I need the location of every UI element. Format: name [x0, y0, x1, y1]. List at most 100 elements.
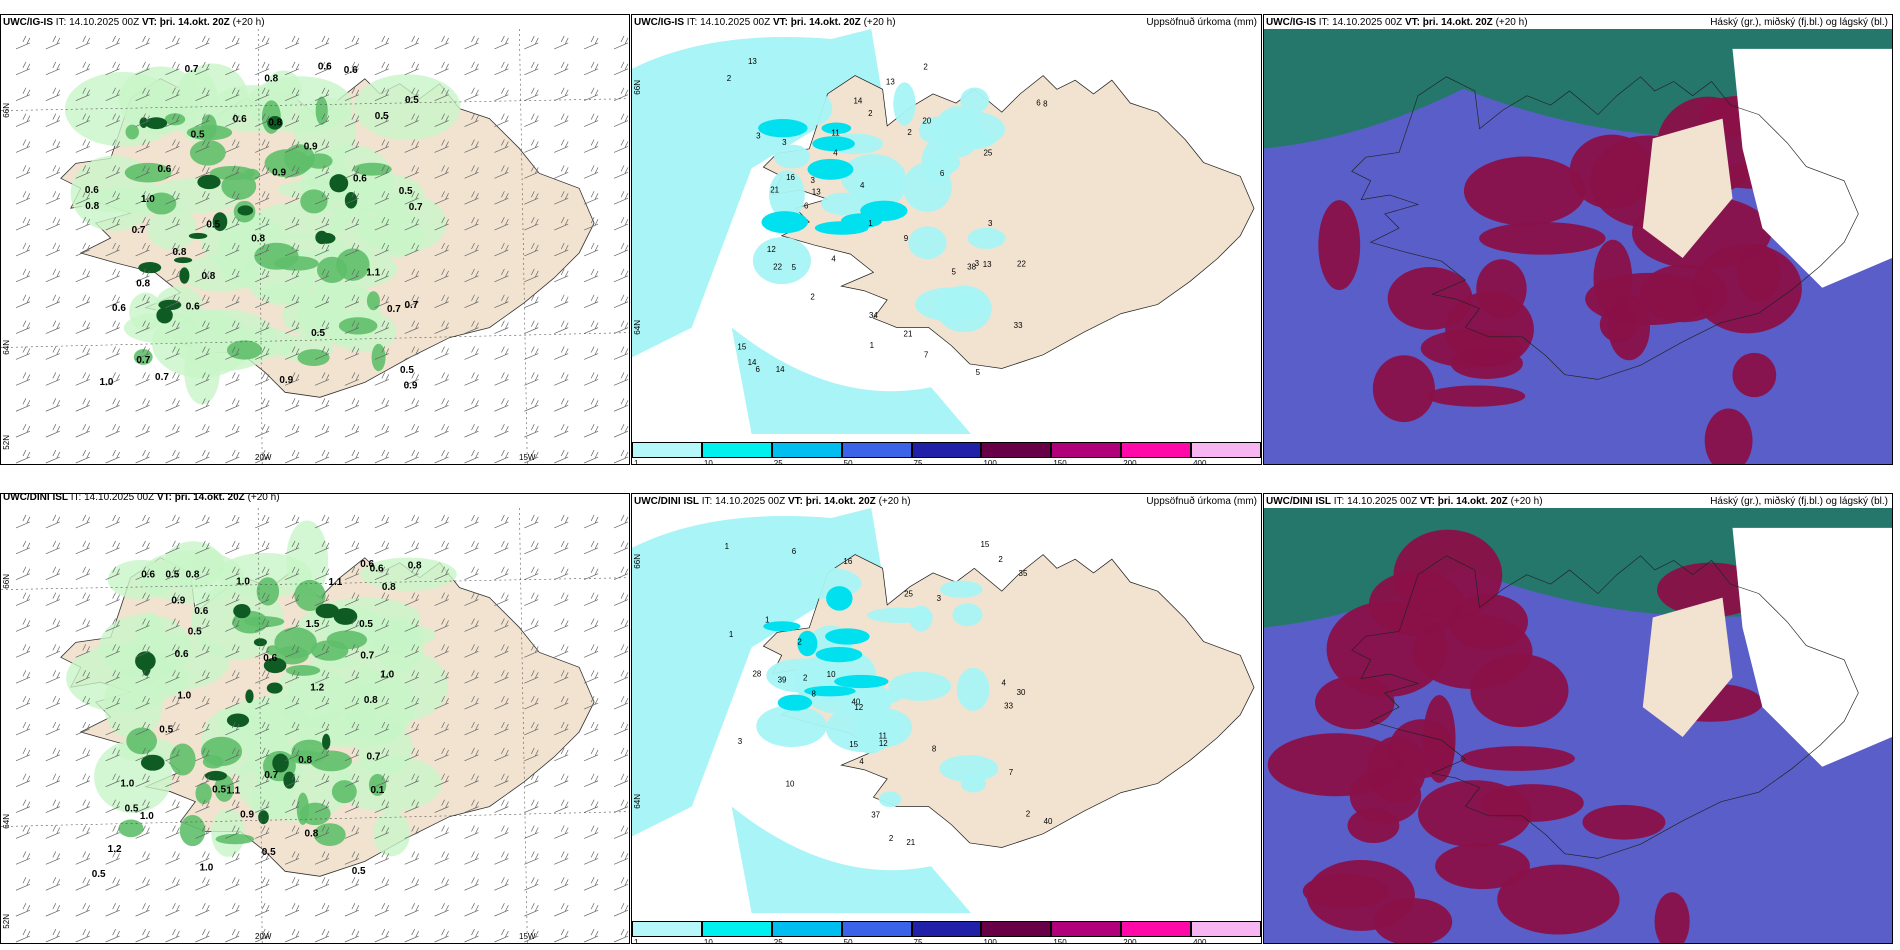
accum-value-label: 7: [1009, 768, 1014, 777]
precip-value-label: 0.6: [360, 559, 374, 570]
colorbar-tick-label: 10: [703, 938, 713, 944]
panel-variable-title: Háský (gr.), miðský (fj.bl.) og lágský (…: [1710, 496, 1888, 507]
precip-value-label: 0.5: [375, 111, 389, 122]
precip-value-label: 0.5: [352, 866, 366, 877]
panel-title: UWC/IG-IS IT: 14.10.2025 00Z VT: þri. 14…: [1266, 17, 1528, 28]
precip-value-label: 0.9: [304, 142, 318, 153]
colorbar-tick-label: 200: [1123, 459, 1137, 465]
colorbar-tick-label: 10: [703, 459, 713, 465]
colorbar-swatch: [1051, 921, 1122, 937]
accum-value-label: 7: [924, 351, 929, 360]
precip-value-label: 0.6: [318, 62, 332, 73]
precip-value-label: 1.0: [100, 377, 114, 388]
colorbar-tick-label: 400: [1193, 459, 1207, 465]
accum-value-label: 3: [782, 138, 787, 147]
precip-value-label: 0.6: [175, 649, 189, 660]
precip-value-label: 1.0: [141, 194, 155, 205]
colorbar-swatch: [771, 442, 842, 458]
accum-precip-map: 2 2 4 1 2 16 25 15 28 33 40 35 15 40 39 37 30 10 12 11 10 21 3…: [632, 508, 1261, 913]
precip-value-label: 1.0: [380, 670, 394, 681]
precip-value-label: 0.5: [92, 869, 106, 880]
accum-value-label: 4: [831, 254, 836, 263]
clouds-map: [1264, 508, 1892, 943]
colorbar-tick-label: 1: [634, 459, 639, 465]
precip-value-label: 0.8: [264, 74, 278, 85]
panel-variable-title: Uppsöfnuð úrkoma (mm): [1146, 496, 1257, 507]
precip-value-label: 0.8: [364, 695, 378, 706]
precip-value-label: 0.8: [85, 201, 99, 212]
precip-value-label: 0.5: [212, 784, 226, 795]
panel-title: UWC/IG-IS IT: 14.10.2025 00Z VT: þri. 14…: [634, 17, 896, 28]
precip-value-label: 1.0: [177, 690, 191, 701]
colorbar-swatch: [981, 921, 1052, 937]
accum-value-label: 5: [792, 263, 797, 272]
precip-value-label: 0.8: [298, 755, 312, 766]
accum-value-label: 35: [1019, 569, 1028, 578]
accum-value-label: 5: [952, 267, 957, 276]
colorbar-swatch: [1121, 921, 1192, 937]
accum-value-label: 28: [752, 670, 761, 679]
precip-value-label: 0.7: [360, 651, 374, 662]
accum-value-label: 14: [776, 365, 785, 374]
precip-value-label: 0.8: [136, 278, 150, 289]
accum-value-label: 2: [727, 74, 732, 83]
iceland-coastline: [1351, 76, 1859, 380]
accum-value-label: 13: [983, 260, 992, 269]
accum-value-label: 1: [765, 615, 770, 624]
precip-value-label: 0.8: [201, 271, 215, 282]
precip-value-label: 0.6: [194, 606, 208, 617]
precip-value-label: 0.6: [370, 563, 384, 574]
panel-title: UWC/IG-IS IT: 14.10.2025 00Z VT: þri. 14…: [3, 17, 265, 28]
accum-value-label: 2: [1026, 810, 1031, 819]
precip-value-label: 0.5: [191, 129, 205, 140]
accum-precip-shading: [752, 82, 1006, 333]
accum-value-label: 1: [729, 630, 734, 639]
accum-value-label: 12: [879, 739, 888, 748]
panel-clouds-ig: UWC/IG-IS IT: 14.10.2025 00Z VT: þri. 14…: [1263, 14, 1893, 465]
accum-value-label: 11: [879, 731, 888, 740]
panel-clouds-dini: UWC/DINI ISL IT: 14.10.2025 00Z VT: þri.…: [1263, 493, 1893, 944]
precip-value-label: 0.8: [304, 829, 318, 840]
mid-cloud-field: [1318, 95, 1806, 464]
precip-value-label: 0.6: [233, 114, 247, 125]
accum-precip-shading: [756, 567, 999, 808]
colorbar-swatch: [632, 442, 702, 458]
precip-value-label: 0.8: [173, 247, 187, 258]
precip-value-label: 0.9: [272, 168, 286, 179]
precip-value-label: 1.0: [140, 811, 154, 822]
colorbar-tick-label: 25: [773, 459, 783, 465]
colorbar-swatch: [771, 921, 842, 937]
precip-value-label: 0.5: [399, 186, 413, 197]
accum-value-label: 33: [1014, 321, 1023, 330]
accum-value-label: 30: [1017, 688, 1026, 697]
precip-value-label: 0.6: [141, 570, 155, 581]
precip-shading: [66, 520, 457, 857]
precip-value-label: 0.7: [136, 355, 150, 366]
precip-value-label: 0.7: [367, 751, 381, 762]
colorbar-tick-label: 75: [913, 459, 923, 465]
precip-colorbar: 1 10 25 50 75 100 150 200 400: [632, 442, 1261, 464]
precip-value-label: 0.5: [165, 569, 179, 580]
accum-value-label: 1: [870, 341, 875, 350]
colorbar-swatch: [1191, 921, 1261, 937]
colorbar-tick-label: 1: [634, 938, 639, 944]
wind-precip-map: 0.5 0.5 0.9 0.7 0.5 0.7 0.8 0.6 0.7 0.5 0.6 1.1 0.6 0…: [1, 29, 629, 464]
precip-value-label: 0.7: [409, 202, 423, 213]
colorbar-tick-label: 400: [1193, 938, 1207, 944]
colorbar-swatch: [701, 442, 772, 458]
precip-value-label: 1.1: [329, 577, 343, 588]
precip-shading: [64, 63, 461, 405]
colorbar-tick-label: 75: [913, 938, 923, 944]
precip-value-label: 0.5: [400, 365, 414, 376]
accum-value-label: 3: [975, 259, 980, 268]
lon-label-left: 20W: [255, 932, 272, 941]
precip-value-label: 0.7: [405, 300, 419, 311]
accum-value-label: 4: [833, 149, 838, 158]
colorbar-swatch: [911, 921, 982, 937]
accum-value-label: 22: [1017, 260, 1026, 269]
lat-label-mid: 64N: [633, 320, 642, 335]
accum-value-label: 38: [967, 263, 976, 272]
accum-value-label: 20: [922, 116, 931, 125]
accum-value-label: 6: [940, 169, 945, 178]
accum-value-label: 6: [1036, 98, 1041, 107]
